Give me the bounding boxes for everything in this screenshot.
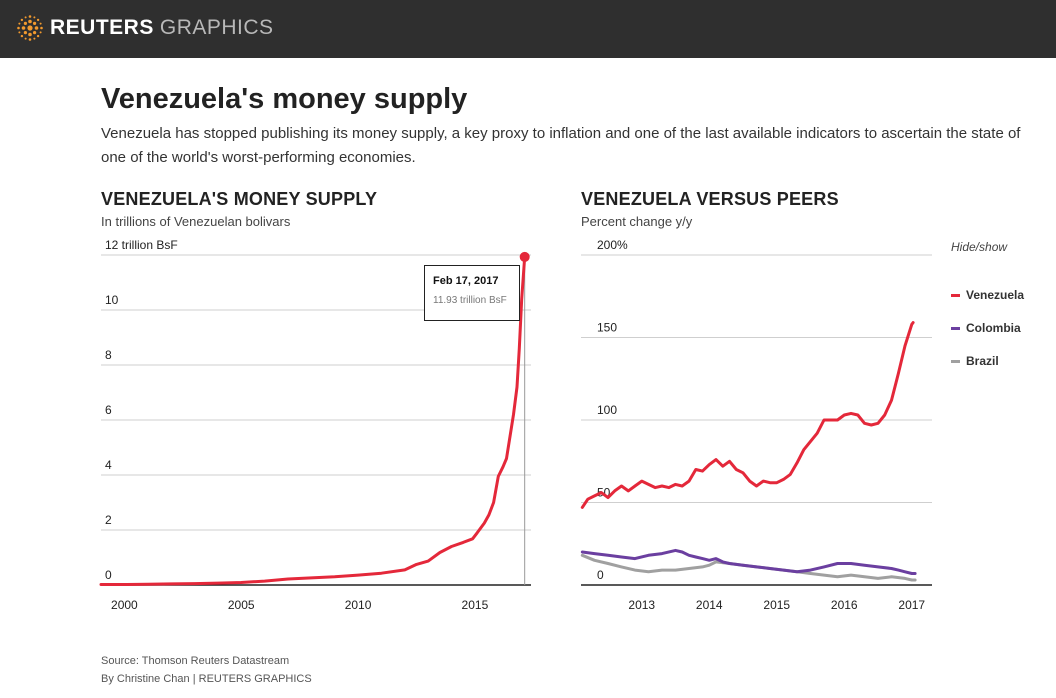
left-chart-subtitle: In trillions of Venezuelan bolivars xyxy=(101,214,291,229)
legend-item-venezuela[interactable]: Venezuela xyxy=(951,288,1024,302)
legend-label-colombia: Colombia xyxy=(966,321,1021,335)
brand-bold: REUTERS xyxy=(50,16,154,39)
right-x-tick-label: 2015 xyxy=(763,598,790,612)
left-series-line-venezuela xyxy=(99,255,527,586)
legend-item-brazil[interactable]: Brazil xyxy=(951,354,999,368)
tooltip-marker xyxy=(519,251,530,262)
tooltip-value: 11.93 trillion BsF xyxy=(433,295,507,306)
left-x-tick-label: 2000 xyxy=(111,598,138,612)
legend-title: Hide/show xyxy=(951,240,1008,254)
right-x-tick-label: 2013 xyxy=(628,598,655,612)
legend-swatch-venezuela xyxy=(951,293,960,297)
right-x-tick-label: 2014 xyxy=(696,598,723,612)
right-y-tick-label: 100 xyxy=(597,403,617,417)
tooltip-date: Feb 17, 2017 xyxy=(433,275,499,287)
right-series-line-colombia xyxy=(580,548,917,575)
left-y-tick-label: 0 xyxy=(105,568,112,582)
left-y-tick-label: 4 xyxy=(105,458,112,472)
right-y-tick-label: 150 xyxy=(597,321,617,335)
source-note: Source: Thomson Reuters Datastream xyxy=(101,655,290,667)
tooltip: Feb 17, 2017 11.93 trillion BsF xyxy=(424,265,520,321)
reuters-logo-icon[interactable] xyxy=(16,14,44,42)
page-title: Venezuela's money supply xyxy=(101,83,468,115)
right-y-tick-label: 200% xyxy=(597,238,628,252)
legend-label-venezuela: Venezuela xyxy=(966,288,1025,302)
legend-swatch-colombia xyxy=(951,326,960,330)
top-bar: REUTERS GRAPHICS xyxy=(0,0,1056,58)
byline: By Christine Chan | REUTERS GRAPHICS xyxy=(101,673,312,685)
page-dek: Venezuela has stopped publishing its mon… xyxy=(101,125,1021,166)
right-series-line-venezuela xyxy=(580,321,915,509)
left-y-tick-label: 10 xyxy=(105,293,119,307)
right-y-tick-label: 0 xyxy=(597,568,604,582)
left-y-tick-label: 6 xyxy=(105,403,112,417)
brand-wordmark[interactable]: REUTERS GRAPHICS xyxy=(50,16,274,40)
right-chart-title: VENEZUELA VERSUS PEERS xyxy=(581,189,839,209)
legend-label-brazil: Brazil xyxy=(966,354,999,368)
right-x-tick-label: 2016 xyxy=(831,598,858,612)
left-y-tick-label: 8 xyxy=(105,348,112,362)
brand-light: GRAPHICS xyxy=(159,16,274,39)
right-x-tick-label: 2017 xyxy=(898,598,925,612)
right-chart-subtitle: Percent change y/y xyxy=(581,214,693,229)
left-x-tick-label: 2015 xyxy=(462,598,489,612)
legend-swatch-brazil xyxy=(951,359,960,363)
left-y-tick-label: 2 xyxy=(105,513,112,527)
legend-item-colombia[interactable]: Colombia xyxy=(951,321,1021,335)
left-x-tick-label: 2010 xyxy=(345,598,372,612)
left-y-tick-label: 12 trillion BsF xyxy=(105,238,178,252)
left-x-tick-label: 2005 xyxy=(228,598,255,612)
left-chart-title: VENEZUELA'S MONEY SUPPLY xyxy=(101,189,378,209)
